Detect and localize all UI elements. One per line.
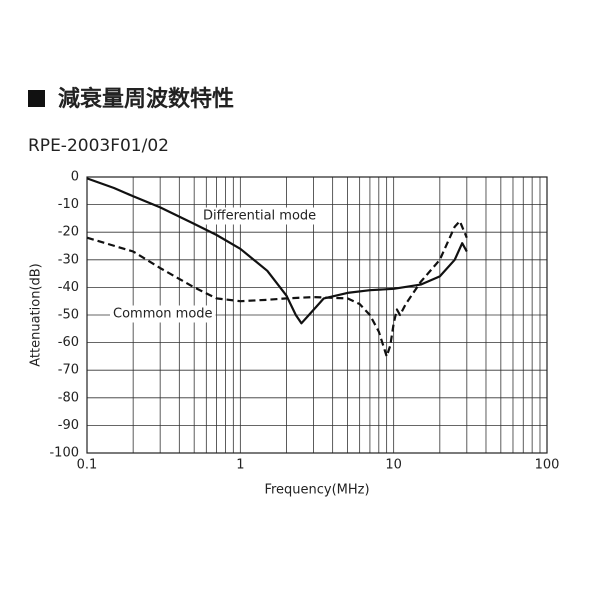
x-tick-label: 0.1 <box>77 458 98 473</box>
plot-frame <box>86 176 548 454</box>
y-tick-label: -50 <box>58 308 79 323</box>
y-tick-label: -30 <box>58 252 79 267</box>
x-tick-label: 10 <box>385 458 402 473</box>
y-tick-label: -60 <box>58 335 79 350</box>
y-tick-label: -90 <box>58 418 79 433</box>
y-tick-label: 0 <box>71 170 79 185</box>
y-tick-label: -80 <box>58 390 79 405</box>
series-label: Differential mode <box>203 209 316 224</box>
chart-title: 減衰量周波数特性 <box>58 86 234 112</box>
x-tick-label: 1 <box>236 458 244 473</box>
y-tick-label: -10 <box>58 197 79 212</box>
series-line <box>86 220 468 358</box>
series-label-bg <box>200 207 320 225</box>
series-label: Common mode <box>113 307 213 322</box>
y-tick-label: -20 <box>58 225 79 240</box>
y-tick-label: -40 <box>58 280 79 295</box>
y-tick-label: -100 <box>49 446 79 461</box>
x-axis-label: Frequency(MHz) <box>264 483 369 498</box>
y-tick-label: -70 <box>58 363 79 378</box>
x-tick-label: 100 <box>535 458 560 473</box>
series-label-bg <box>110 305 216 323</box>
series-line <box>86 177 468 325</box>
y-axis-label: Attenuation(dB) <box>29 263 44 367</box>
title-square <box>28 90 45 107</box>
chart-subtitle: RPE-2003F01/02 <box>28 136 169 156</box>
